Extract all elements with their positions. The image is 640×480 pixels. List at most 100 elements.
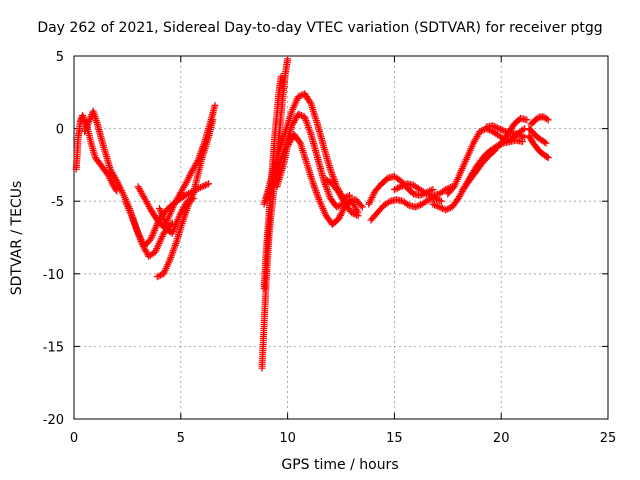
data-point-interp (430, 201, 438, 209)
data-point-interp (114, 179, 122, 187)
data-point-interp (185, 196, 193, 204)
data-point-interp (186, 196, 194, 204)
data-point-interp (116, 183, 124, 191)
data-point-interp (148, 233, 156, 241)
data-point-interp (84, 121, 92, 129)
data-point-interp (339, 206, 347, 214)
data-point-interp (169, 227, 177, 235)
data-point-interp (175, 214, 183, 222)
data-point-interp (150, 228, 158, 236)
data-point-interp (118, 187, 126, 195)
data-point (294, 93, 302, 101)
data-point-interp (159, 213, 167, 221)
data-point-interp (149, 230, 157, 238)
y-tick-label: 0 (56, 123, 64, 138)
data-point-interp (541, 138, 549, 146)
data-point-interp (86, 116, 94, 124)
data-point-interp (413, 202, 421, 210)
series-arc-16 (429, 136, 527, 214)
data-point (160, 215, 168, 223)
data-point (147, 235, 155, 243)
data-point-interp (203, 181, 211, 189)
data-point-interp (392, 185, 400, 193)
data-point-interp (136, 232, 144, 240)
data-point (495, 125, 503, 133)
series-arc-21 (525, 132, 552, 162)
data-point-interp (385, 198, 393, 206)
y-tick-label: -20 (43, 413, 64, 428)
data-point-interp (437, 204, 445, 212)
data-point-interp (296, 111, 304, 119)
data-point (284, 55, 292, 63)
data-point-interp (336, 211, 344, 219)
data-point (134, 229, 142, 237)
y-tick-label: -15 (43, 340, 64, 355)
data-point (209, 116, 217, 124)
data-point (113, 177, 121, 185)
data-point-interp (519, 133, 527, 141)
data-point (544, 116, 552, 124)
plot-frame (73, 55, 609, 420)
data-points (72, 55, 552, 372)
data-point-interp (152, 246, 160, 254)
data-point (348, 209, 356, 217)
data-point (333, 203, 341, 211)
series-arc-19 (482, 122, 529, 141)
x-tick-label: 25 (600, 431, 617, 446)
data-point (354, 212, 362, 220)
data-point-interp (82, 124, 90, 132)
data-point-interp (404, 200, 412, 208)
data-point-interp (400, 181, 408, 189)
data-point-interp (175, 212, 183, 220)
series-arc-22 (525, 125, 550, 147)
data-point-interp (490, 122, 498, 130)
data-point-interp (162, 221, 170, 229)
data-point-interp (171, 222, 179, 230)
series-arc-12 (322, 175, 362, 220)
x-tick-label: 15 (386, 431, 403, 446)
data-point (542, 139, 550, 147)
data-point-interp (423, 197, 431, 205)
data-point (390, 186, 398, 194)
data-point-interp (395, 183, 403, 191)
data-point-interp (366, 198, 374, 206)
data-point-interp (79, 113, 87, 121)
series-arc-15 (390, 180, 456, 199)
data-point-interp (138, 237, 146, 245)
data-point-interp (162, 220, 170, 228)
data-point-interp (394, 184, 402, 192)
series-arc-20 (527, 113, 552, 128)
data-point-interp (157, 271, 165, 279)
data-point (190, 194, 198, 202)
data-point (151, 248, 159, 256)
data-point-interp (173, 217, 181, 225)
data-point-interp (114, 180, 122, 188)
data-point (168, 229, 176, 237)
data-point-interp (436, 196, 444, 204)
data-point (365, 200, 373, 208)
data-point-interp (338, 208, 346, 216)
data-point-interp (158, 233, 166, 241)
data-point-interp (334, 202, 342, 210)
data-point-interp (118, 188, 126, 196)
series-arc-4 (134, 101, 219, 231)
data-point-interp (500, 127, 508, 135)
data-point-interp (443, 205, 451, 213)
data-point (205, 180, 213, 188)
data-point-interp (158, 211, 166, 219)
data-point-interp (86, 114, 94, 122)
data-point-interp (172, 221, 180, 229)
data-point-interp (351, 210, 359, 218)
data-point (476, 128, 484, 136)
data-point-interp (148, 232, 156, 240)
x-tick-label: 10 (279, 431, 296, 446)
data-point (85, 117, 93, 125)
series-arc-18 (459, 114, 531, 194)
data-point-interp (297, 112, 305, 120)
series-arc-14 (367, 194, 445, 224)
data-point-interp (543, 153, 551, 161)
data-point-interp (352, 211, 360, 219)
data-point-interp (492, 123, 500, 131)
data-point-interp (117, 185, 125, 193)
data-point (442, 206, 450, 214)
